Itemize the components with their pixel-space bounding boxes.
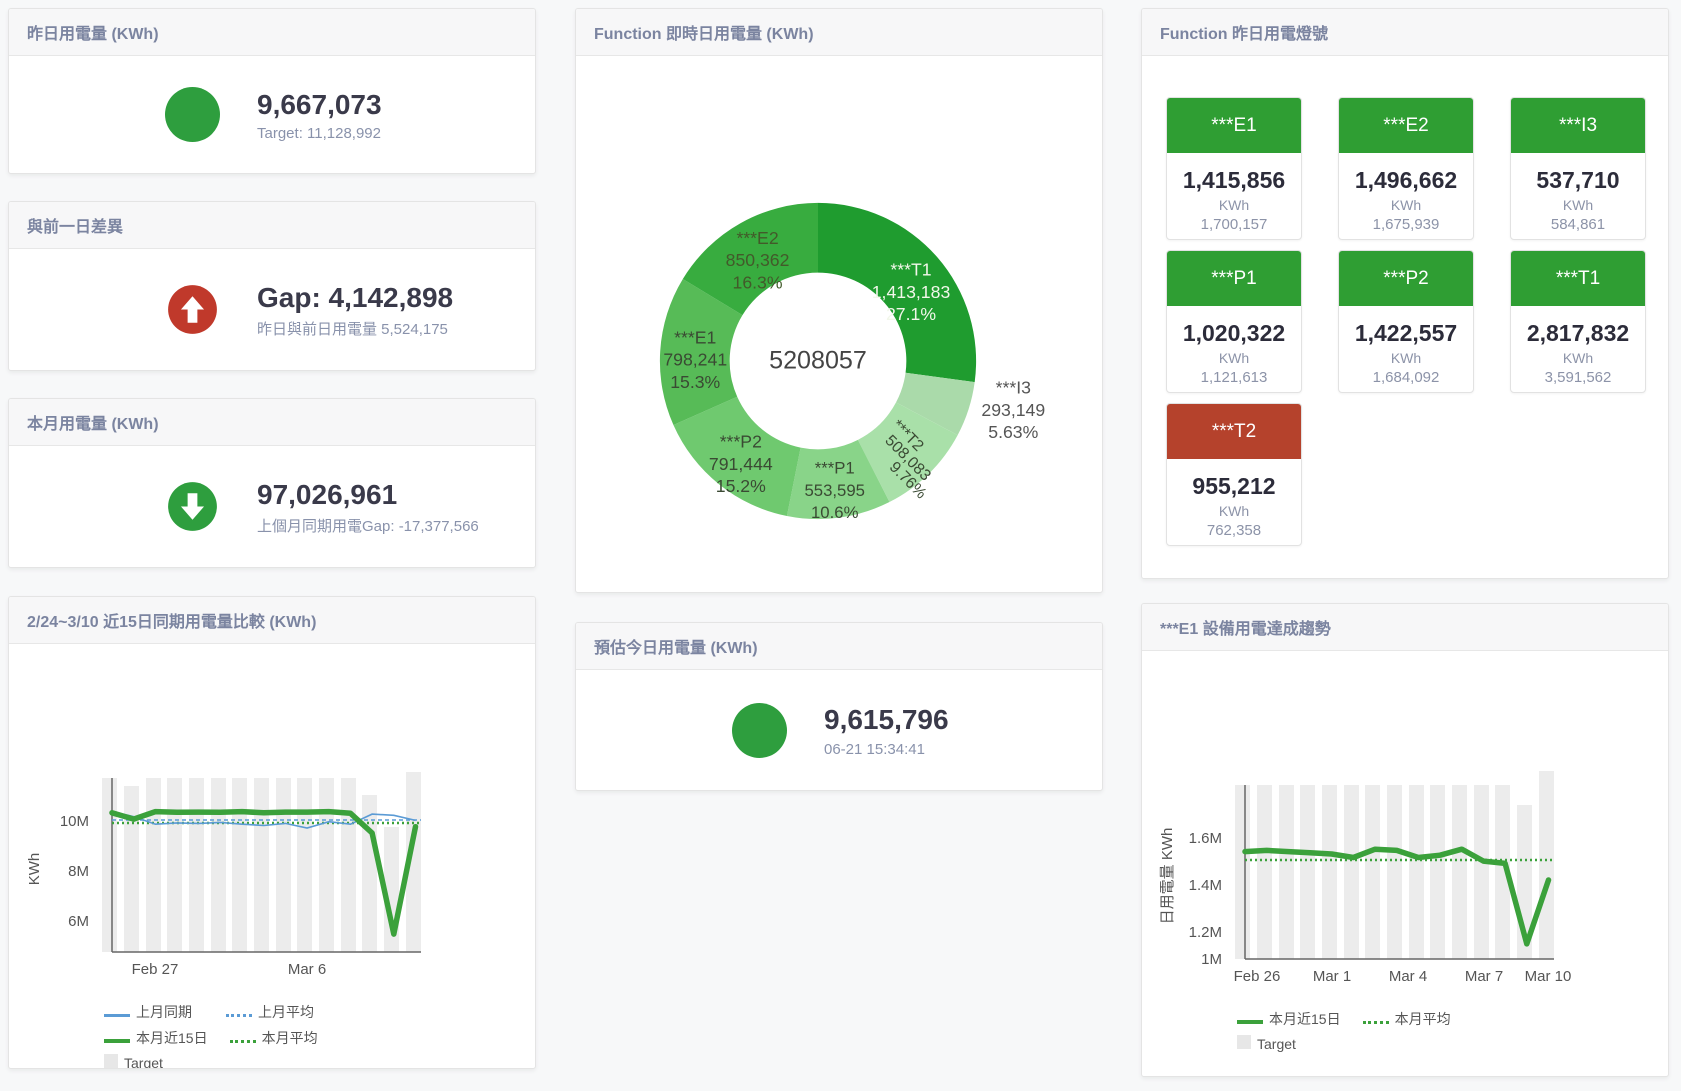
- svg-text:293,149: 293,149: [981, 400, 1045, 420]
- svg-text:Mar 7: Mar 7: [1465, 968, 1503, 985]
- svg-text:KWh: KWh: [26, 853, 43, 886]
- svg-text:***P1: ***P1: [815, 459, 855, 478]
- svg-text:10.6%: 10.6%: [811, 503, 859, 522]
- svg-text:553,595: 553,595: [804, 481, 865, 500]
- svg-text:1.2M: 1.2M: [1189, 924, 1222, 941]
- svg-text:850,362: 850,362: [726, 250, 790, 270]
- svg-text:Mar 10: Mar 10: [1525, 968, 1572, 985]
- svg-text:6M: 6M: [68, 913, 89, 930]
- svg-text:***E2: ***E2: [736, 228, 778, 248]
- svg-text:Feb 26: Feb 26: [1234, 968, 1281, 985]
- svg-text:1,413,183: 1,413,183: [872, 282, 951, 302]
- svg-text:Mar 1: Mar 1: [1313, 968, 1351, 985]
- svg-text:1M: 1M: [1201, 951, 1222, 968]
- svg-text:16.3%: 16.3%: [733, 272, 783, 292]
- svg-text:1.6M: 1.6M: [1189, 830, 1222, 847]
- svg-text:5.63%: 5.63%: [988, 422, 1038, 442]
- svg-text:15.3%: 15.3%: [670, 372, 720, 392]
- svg-text:日用電量 KWh: 日用電量 KWh: [1159, 828, 1176, 925]
- svg-text:5208057: 5208057: [769, 346, 867, 374]
- svg-text:***P2: ***P2: [720, 431, 762, 451]
- svg-text:798,241: 798,241: [663, 350, 727, 370]
- svg-text:Mar 6: Mar 6: [288, 961, 326, 978]
- svg-text:Feb 27: Feb 27: [132, 961, 179, 978]
- svg-text:8M: 8M: [68, 863, 89, 880]
- svg-text:791,444: 791,444: [709, 454, 773, 474]
- svg-text:15.2%: 15.2%: [716, 476, 766, 496]
- svg-text:10M: 10M: [60, 813, 89, 830]
- svg-text:27.1%: 27.1%: [886, 304, 936, 324]
- svg-text:***E1: ***E1: [674, 327, 716, 347]
- svg-text:***I3: ***I3: [996, 378, 1032, 398]
- svg-text:***T1: ***T1: [890, 259, 931, 279]
- svg-text:Mar 4: Mar 4: [1389, 968, 1427, 985]
- svg-text:1.4M: 1.4M: [1189, 877, 1222, 894]
